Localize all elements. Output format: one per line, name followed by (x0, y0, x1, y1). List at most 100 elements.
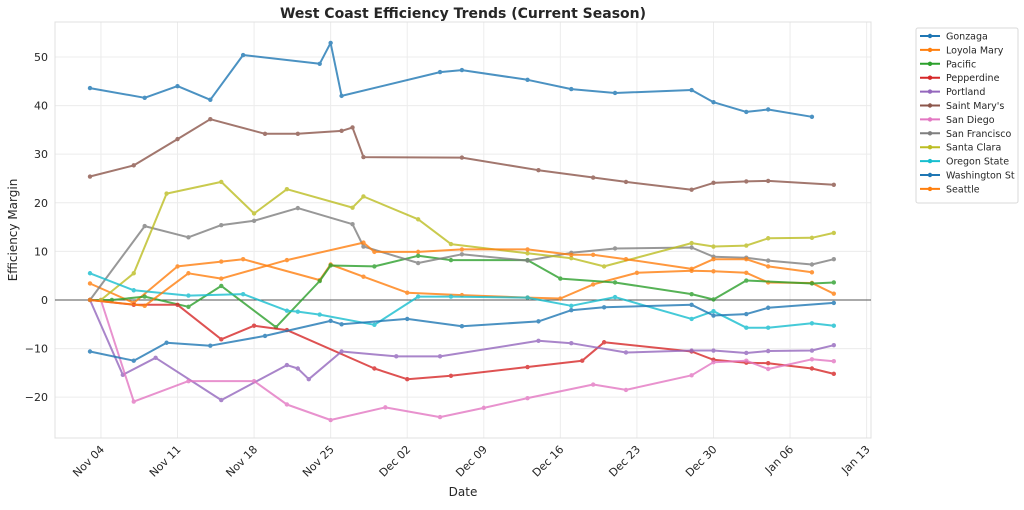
data-point-loyola-mary (361, 274, 366, 279)
data-point-washington-st (601, 305, 607, 310)
data-point-saint-mary-s (339, 128, 344, 134)
data-point-loyola-mary (711, 269, 716, 274)
data-point-pacific (744, 278, 749, 283)
data-point-oregon-state (831, 323, 837, 328)
data-point-seattle (809, 270, 815, 275)
data-point-gonzaga (328, 40, 333, 46)
data-point-santa-clara (525, 251, 530, 256)
data-point-gonzaga (689, 87, 694, 93)
legend: Gonzaga Loyola Mary Pacific Pepperdine Portl… (915, 27, 1019, 204)
legend-marker-icon (927, 103, 933, 108)
data-point-san-francisco (415, 260, 421, 266)
data-point-san-diego (284, 402, 290, 407)
data-point-washington-st (711, 313, 716, 318)
data-point-loyola-mary (744, 270, 749, 275)
data-point-pacific (186, 304, 191, 309)
data-point-loyola-mary (219, 259, 224, 264)
series-line-santa-clara (100, 180, 835, 301)
legend-label: Gonzaga (946, 32, 988, 43)
data-point-santa-clara (350, 205, 355, 210)
data-point-san-francisco (831, 256, 837, 262)
data-point-portland (306, 376, 311, 382)
data-point-oregon-state (240, 291, 246, 297)
data-point-saint-mary-s (689, 187, 694, 192)
x-tick-label: Dec 09 (453, 443, 490, 480)
data-point-portland (394, 354, 399, 359)
data-point-gonzaga (240, 52, 246, 58)
data-point-portland (536, 338, 541, 344)
data-point-san-diego (383, 405, 388, 410)
x-tick-label: Nov 25 (300, 443, 337, 480)
data-point-pacific (831, 280, 837, 285)
chart-title: West Coast Efficiency Trends (Current Se… (280, 6, 646, 22)
data-point-gonzaga (175, 83, 180, 89)
data-point-pepperdine (448, 373, 454, 378)
data-point-seattle (284, 257, 290, 263)
data-point-loyola-mary (87, 281, 93, 286)
data-point-saint-mary-s (711, 180, 716, 186)
data-point-san-diego (328, 417, 333, 423)
data-point-santa-clara (131, 271, 136, 276)
legend-marker-icon (927, 145, 933, 150)
data-point-san-francisco (361, 244, 366, 249)
data-point-oregon-state (612, 294, 618, 300)
legend-item-washington-st: Washington St (920, 171, 1015, 182)
data-point-washington-st (164, 340, 169, 345)
data-point-portland (744, 350, 749, 356)
data-point-seattle (623, 256, 629, 262)
legend-marker-icon (927, 172, 933, 178)
data-point-san-diego (525, 395, 530, 401)
data-point-santa-clara (448, 241, 454, 247)
data-point-gonzaga (142, 95, 147, 101)
data-point-oregon-state (415, 294, 421, 299)
plot-frame (54, 21, 872, 439)
legend-marker-icon (927, 131, 933, 136)
legend-marker-icon (927, 89, 933, 94)
y-tick-label: −20 (25, 391, 48, 404)
series-line-pepperdine (89, 299, 835, 381)
series-saint-mary-s (87, 116, 837, 192)
data-point-pepperdine (601, 340, 607, 345)
y-tick-label: 50 (34, 51, 48, 64)
y-tick-label: 20 (34, 197, 48, 210)
series-gonzaga (87, 40, 815, 119)
series-portland (87, 297, 837, 403)
x-tick-label: Jan 13 (838, 443, 872, 477)
legend-label: San Diego (946, 115, 995, 126)
x-tick-label: Nov 11 (147, 443, 184, 480)
data-point-portland (711, 348, 716, 353)
data-point-santa-clara (689, 240, 694, 246)
x-tick-label: Nov 04 (70, 443, 107, 480)
data-point-loyola-mary (240, 256, 246, 262)
legend-item-santa-clara: Santa Clara (920, 143, 1001, 154)
data-point-san-diego (744, 358, 749, 363)
data-point-portland (831, 342, 837, 348)
y-axis-label: Efficiency Margin (6, 179, 20, 282)
data-point-seattle (525, 247, 530, 252)
data-point-gonzaga (437, 69, 443, 75)
data-point-washington-st (765, 305, 771, 310)
data-point-loyola-mary (634, 270, 640, 275)
legend-marker-icon (927, 117, 933, 122)
x-tick-label: Dec 02 (377, 443, 414, 480)
y-tick-label: 40 (34, 100, 48, 113)
data-point-gonzaga (459, 67, 465, 73)
data-point-seattle (711, 256, 716, 262)
data-point-gonzaga (317, 61, 322, 66)
series-san-diego (98, 297, 837, 423)
data-point-san-francisco (809, 262, 815, 267)
data-point-santa-clara (711, 244, 716, 249)
data-point-saint-mary-s (623, 179, 629, 185)
legend-label: Saint Mary's (946, 101, 1004, 112)
data-point-saint-mary-s (831, 182, 837, 188)
series-loyola-mary (87, 256, 837, 306)
legend-marker-icon (927, 158, 933, 164)
data-point-san-francisco (525, 258, 530, 263)
data-point-oregon-state (744, 325, 749, 330)
legend-frame (915, 27, 1019, 204)
data-point-pacific (711, 297, 716, 302)
data-point-santa-clara (164, 191, 169, 196)
data-point-gonzaga (765, 107, 771, 112)
data-point-washington-st (536, 319, 541, 324)
